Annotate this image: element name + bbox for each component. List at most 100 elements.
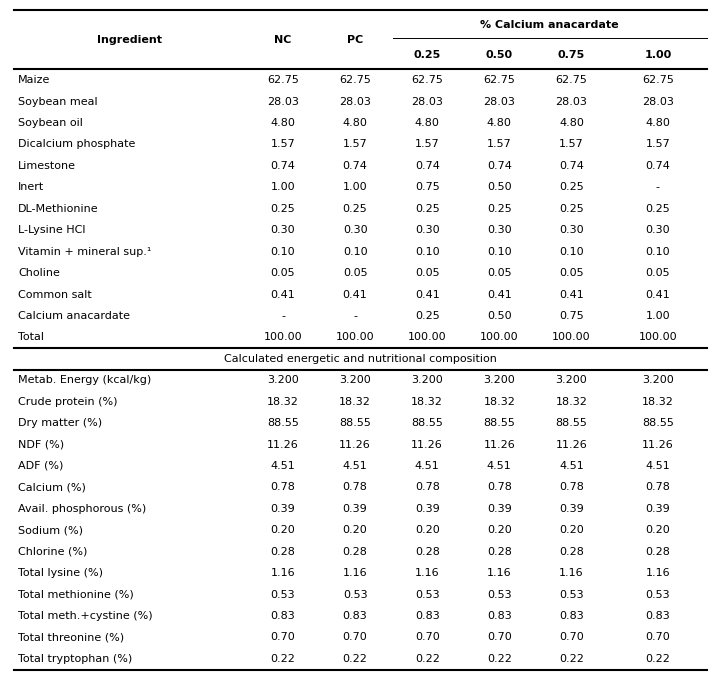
Text: 0.83: 0.83 <box>342 611 368 621</box>
Text: 1.57: 1.57 <box>559 140 584 149</box>
Text: Total: Total <box>18 332 44 342</box>
Text: 11.26: 11.26 <box>267 439 299 450</box>
Text: 0.25: 0.25 <box>645 204 671 214</box>
Text: Sodium (%): Sodium (%) <box>18 525 83 535</box>
Text: 1.57: 1.57 <box>270 140 296 149</box>
Text: 3.200: 3.200 <box>339 375 371 385</box>
Text: 88.55: 88.55 <box>642 418 674 428</box>
Text: 0.53: 0.53 <box>559 589 584 599</box>
Text: 0.39: 0.39 <box>645 504 671 514</box>
Text: 28.03: 28.03 <box>339 97 371 107</box>
Text: 88.55: 88.55 <box>339 418 371 428</box>
Text: 100.00: 100.00 <box>336 332 374 342</box>
Text: 0.10: 0.10 <box>270 246 296 256</box>
Text: 0.83: 0.83 <box>559 611 584 621</box>
Text: Soybean meal: Soybean meal <box>18 97 97 107</box>
Text: 4.80: 4.80 <box>487 118 512 128</box>
Text: 28.03: 28.03 <box>483 97 516 107</box>
Text: 100.00: 100.00 <box>552 332 590 342</box>
Text: 0.30: 0.30 <box>559 225 584 235</box>
Text: 0.05: 0.05 <box>487 268 512 278</box>
Text: Total meth.+cystine (%): Total meth.+cystine (%) <box>18 611 153 621</box>
Text: 0.41: 0.41 <box>487 290 512 300</box>
Text: 0.20: 0.20 <box>415 525 440 535</box>
Text: 0.25: 0.25 <box>342 204 368 214</box>
Text: 1.00: 1.00 <box>645 311 671 321</box>
Text: 0.78: 0.78 <box>645 483 671 493</box>
Text: 1.16: 1.16 <box>487 568 512 578</box>
Text: 28.03: 28.03 <box>555 97 588 107</box>
Text: 0.25: 0.25 <box>559 204 584 214</box>
Text: Total lysine (%): Total lysine (%) <box>18 568 103 578</box>
Text: 0.25: 0.25 <box>270 204 296 214</box>
Text: 11.26: 11.26 <box>642 439 674 450</box>
Text: 0.05: 0.05 <box>342 268 368 278</box>
Text: -: - <box>353 311 357 321</box>
Text: 0.05: 0.05 <box>645 268 671 278</box>
Text: 0.50: 0.50 <box>486 50 513 59</box>
Text: 0.28: 0.28 <box>415 547 440 557</box>
Text: 0.74: 0.74 <box>487 161 512 171</box>
Text: 100.00: 100.00 <box>408 332 446 342</box>
Text: 3.200: 3.200 <box>555 375 588 385</box>
Text: Metab. Energy (kcal/kg): Metab. Energy (kcal/kg) <box>18 375 151 385</box>
Text: 0.28: 0.28 <box>342 547 368 557</box>
Text: NC: NC <box>274 35 292 45</box>
Text: 0.70: 0.70 <box>487 632 512 643</box>
Text: 4.80: 4.80 <box>645 118 671 128</box>
Text: 0.53: 0.53 <box>645 589 671 599</box>
Text: NDF (%): NDF (%) <box>18 439 64 450</box>
Text: 1.57: 1.57 <box>342 140 368 149</box>
Text: 0.41: 0.41 <box>342 290 368 300</box>
Text: Soybean oil: Soybean oil <box>18 118 83 128</box>
Text: 100.00: 100.00 <box>264 332 302 342</box>
Text: 4.80: 4.80 <box>342 118 368 128</box>
Text: 1.57: 1.57 <box>487 140 512 149</box>
Text: 3.200: 3.200 <box>267 375 299 385</box>
Text: 62.75: 62.75 <box>642 75 674 85</box>
Text: 3.200: 3.200 <box>411 375 443 385</box>
Text: 0.83: 0.83 <box>415 611 440 621</box>
Text: 88.55: 88.55 <box>555 418 588 428</box>
Text: 3.200: 3.200 <box>642 375 674 385</box>
Text: 0.28: 0.28 <box>270 547 296 557</box>
Text: 0.41: 0.41 <box>645 290 671 300</box>
Text: 0.30: 0.30 <box>487 225 512 235</box>
Text: 62.75: 62.75 <box>339 75 371 85</box>
Text: 0.70: 0.70 <box>645 632 671 643</box>
Text: PC: PC <box>347 35 363 45</box>
Text: 0.39: 0.39 <box>270 504 296 514</box>
Text: 88.55: 88.55 <box>483 418 516 428</box>
Text: 0.20: 0.20 <box>342 525 368 535</box>
Text: 0.83: 0.83 <box>270 611 296 621</box>
Text: 0.22: 0.22 <box>487 654 512 664</box>
Text: Calcium anacardate: Calcium anacardate <box>18 311 130 321</box>
Text: 18.32: 18.32 <box>339 397 371 407</box>
Text: 0.53: 0.53 <box>487 589 512 599</box>
Text: 0.10: 0.10 <box>559 246 584 256</box>
Text: 0.22: 0.22 <box>415 654 440 664</box>
Text: 1.57: 1.57 <box>645 140 671 149</box>
Text: 4.51: 4.51 <box>270 461 296 471</box>
Text: 0.74: 0.74 <box>559 161 584 171</box>
Text: 0.10: 0.10 <box>645 246 671 256</box>
Text: 4.80: 4.80 <box>270 118 296 128</box>
Text: 0.22: 0.22 <box>342 654 368 664</box>
Text: 28.03: 28.03 <box>642 97 674 107</box>
Text: 11.26: 11.26 <box>411 439 443 450</box>
Text: 0.22: 0.22 <box>270 654 296 664</box>
Text: 1.00: 1.00 <box>645 50 671 59</box>
Text: 0.78: 0.78 <box>342 483 368 493</box>
Text: Calcium (%): Calcium (%) <box>18 483 86 493</box>
Text: 0.22: 0.22 <box>645 654 671 664</box>
Text: Inert: Inert <box>18 182 44 192</box>
Text: 62.75: 62.75 <box>483 75 516 85</box>
Text: 0.75: 0.75 <box>559 311 584 321</box>
Text: 4.51: 4.51 <box>415 461 440 471</box>
Text: 0.83: 0.83 <box>645 611 671 621</box>
Text: 0.53: 0.53 <box>342 589 368 599</box>
Text: 62.75: 62.75 <box>555 75 588 85</box>
Text: Chlorine (%): Chlorine (%) <box>18 547 87 557</box>
Text: Dry matter (%): Dry matter (%) <box>18 418 102 428</box>
Text: 0.22: 0.22 <box>559 654 584 664</box>
